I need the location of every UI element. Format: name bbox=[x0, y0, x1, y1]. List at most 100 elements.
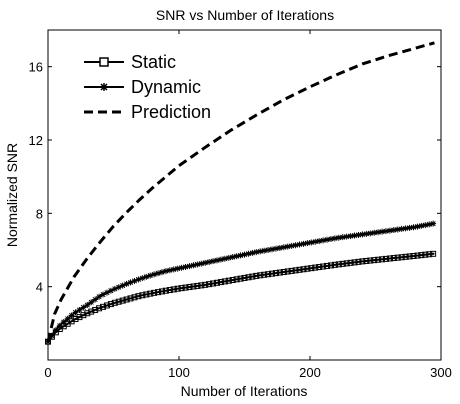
data-point-static bbox=[371, 257, 378, 264]
x-tick-label: 0 bbox=[44, 365, 51, 380]
data-point-dynamic bbox=[206, 259, 213, 266]
legend-label-static: Static bbox=[131, 52, 176, 72]
data-point-dynamic bbox=[402, 225, 409, 232]
data-point-static bbox=[304, 265, 311, 272]
data-point-dynamic bbox=[56, 322, 63, 329]
data-point-dynamic bbox=[221, 255, 228, 262]
data-point-dynamic bbox=[127, 279, 134, 286]
data-point-static bbox=[182, 284, 189, 291]
data-point-dynamic bbox=[300, 240, 307, 247]
data-point-dynamic bbox=[371, 229, 378, 236]
data-point-static bbox=[147, 290, 154, 297]
data-point-static bbox=[80, 312, 87, 319]
data-point-dynamic bbox=[327, 236, 334, 242]
data-point-dynamic bbox=[355, 231, 362, 238]
data-point-static bbox=[92, 306, 99, 313]
data-point-static bbox=[320, 263, 327, 270]
data-point-static bbox=[327, 262, 334, 269]
data-point-dynamic bbox=[320, 237, 327, 244]
data-point-dynamic bbox=[316, 238, 323, 245]
data-point-dynamic bbox=[131, 277, 138, 284]
data-point-static bbox=[300, 266, 307, 273]
data-point-dynamic bbox=[84, 302, 91, 308]
data-point-dynamic bbox=[335, 234, 342, 241]
data-point-static bbox=[115, 298, 122, 305]
data-point-dynamic bbox=[170, 266, 177, 273]
data-point-dynamic bbox=[406, 224, 413, 231]
data-point-static bbox=[343, 260, 350, 267]
data-point-dynamic bbox=[194, 261, 201, 268]
data-point-dynamic bbox=[253, 249, 260, 256]
data-point-static bbox=[245, 274, 252, 281]
series-line-static bbox=[47, 252, 435, 343]
data-point-dynamic bbox=[155, 270, 162, 277]
data-point-static bbox=[339, 260, 346, 267]
data-point-dynamic bbox=[351, 232, 358, 239]
data-point-dynamic bbox=[292, 242, 299, 249]
data-point-static bbox=[253, 272, 260, 279]
data-point-static bbox=[237, 275, 244, 282]
data-point-dynamic bbox=[76, 306, 83, 313]
data-point-dynamic bbox=[186, 263, 193, 270]
data-point-static bbox=[394, 254, 401, 261]
data-point-static bbox=[158, 288, 165, 295]
data-point-static bbox=[386, 255, 393, 262]
data-point-dynamic bbox=[72, 309, 79, 316]
data-point-dynamic bbox=[182, 263, 189, 270]
data-point-dynamic bbox=[394, 226, 401, 233]
data-point-dynamic bbox=[88, 299, 95, 306]
data-point-dynamic bbox=[276, 244, 283, 251]
data-point-dynamic bbox=[217, 256, 224, 263]
data-point-dynamic bbox=[166, 267, 173, 274]
data-point-static bbox=[217, 279, 224, 286]
data-point-static bbox=[363, 257, 370, 264]
data-point-dynamic bbox=[225, 254, 232, 261]
data-point-dynamic bbox=[324, 236, 331, 243]
data-point-dynamic bbox=[418, 222, 425, 229]
data-point-dynamic bbox=[304, 240, 311, 247]
data-point-dynamic bbox=[261, 247, 268, 254]
data-point-static bbox=[288, 267, 295, 274]
data-point-dynamic bbox=[202, 259, 209, 266]
data-point-static bbox=[72, 316, 79, 323]
data-point-dynamic bbox=[272, 245, 279, 252]
data-point-static bbox=[84, 310, 91, 317]
data-point-static bbox=[426, 251, 433, 258]
data-point-dynamic bbox=[198, 260, 205, 267]
data-point-dynamic bbox=[147, 272, 154, 279]
data-point-static bbox=[135, 293, 142, 300]
data-point-dynamic bbox=[241, 251, 248, 258]
data-point-static bbox=[269, 270, 276, 277]
data-point-static bbox=[355, 258, 362, 265]
data-point-dynamic bbox=[367, 230, 374, 237]
data-point-dynamic bbox=[107, 287, 114, 294]
x-tick-label: 100 bbox=[168, 365, 190, 380]
data-point-static bbox=[139, 292, 146, 299]
data-point-static bbox=[127, 295, 134, 302]
legend-item-prediction: Prediction bbox=[84, 102, 211, 122]
data-point-dynamic bbox=[158, 269, 165, 276]
data-point-static bbox=[347, 259, 354, 266]
data-point-dynamic bbox=[280, 244, 287, 251]
x-axis-label: Number of Iterations bbox=[181, 383, 308, 399]
data-point-static bbox=[241, 274, 248, 281]
data-point-static bbox=[272, 270, 279, 277]
data-point-static bbox=[76, 314, 83, 321]
data-point-dynamic bbox=[135, 276, 142, 283]
data-point-dynamic bbox=[269, 246, 276, 253]
data-point-static bbox=[151, 289, 158, 296]
data-point-dynamic bbox=[288, 242, 295, 249]
data-point-dynamic bbox=[190, 262, 197, 269]
data-point-static bbox=[335, 261, 342, 268]
data-point-dynamic bbox=[237, 252, 244, 259]
data-point-static bbox=[131, 294, 138, 301]
data-point-dynamic bbox=[296, 241, 303, 248]
data-point-dynamic bbox=[265, 247, 272, 253]
data-point-static bbox=[261, 271, 268, 278]
series-line-dynamic bbox=[47, 222, 435, 343]
y-tick-label: 16 bbox=[29, 60, 43, 75]
series-dynamic bbox=[45, 220, 437, 345]
data-point-dynamic bbox=[103, 289, 110, 296]
data-point-dynamic bbox=[308, 239, 315, 246]
data-point-static bbox=[398, 254, 405, 261]
